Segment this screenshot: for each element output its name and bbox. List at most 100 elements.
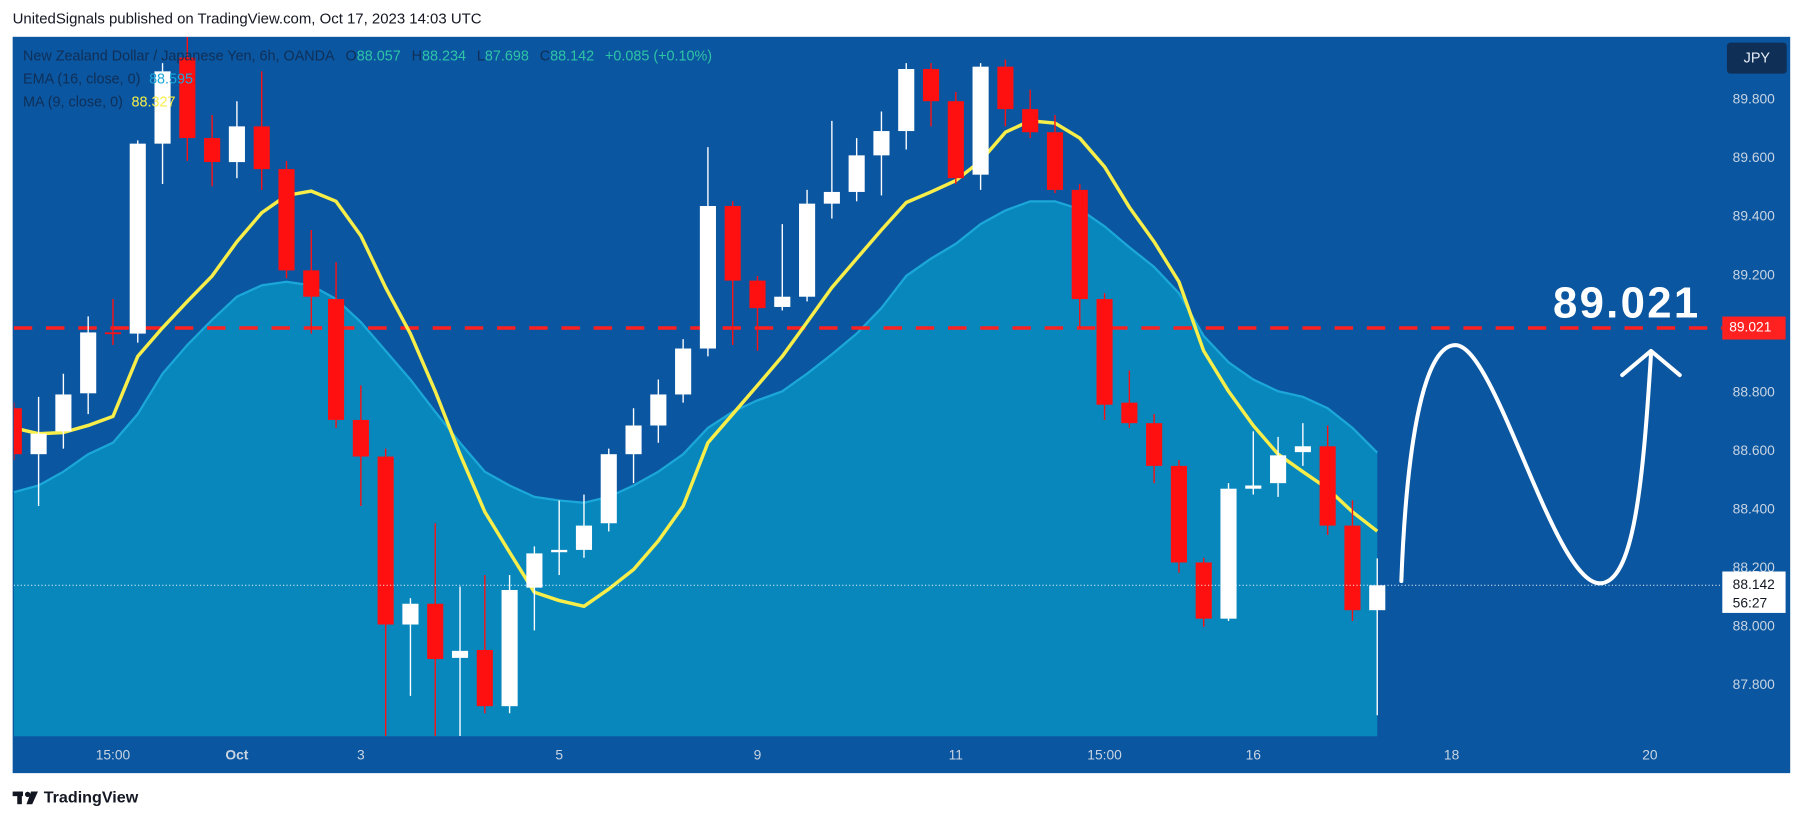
y-tick-label: 89.800 [1733,92,1776,107]
drawn-arrowhead [1620,348,1682,378]
candle-body [575,525,593,550]
candle-body [600,454,617,524]
ohlc-value: 88.057 [357,48,401,64]
ohlc-letter: O [346,48,357,64]
candle-body [1270,455,1287,484]
x-tick-label: 9 [754,748,762,763]
candle-body [377,456,394,625]
candle-body [551,549,568,553]
brand-logo: TradingView [12,789,139,807]
candle-body [1245,485,1262,489]
candle-body [501,589,518,707]
legend-value: 88.327 [131,94,175,110]
candle-body [476,649,493,707]
candle-body [1146,423,1163,466]
candle-body [848,155,865,192]
candle-body [1121,402,1138,424]
ohlc-value: 88.234 [422,48,466,64]
candle-body [898,69,915,132]
drawn-curve [1399,343,1653,586]
ohlc-letter: C [540,48,550,64]
x-tick-label: 16 [1246,748,1262,763]
plot-area [13,36,1723,737]
x-tick-label: 20 [1642,748,1658,763]
axes: 87.800 88.000 88.200 88.400 88.600 88.800 89.2… [96,92,1786,763]
brand-name: TradingView [44,789,139,807]
change: +0.085 (+0.10%) [605,48,712,64]
legend: New Zealand Dollar / Japanese Yen, 6h, O… [23,48,712,110]
candle-body [873,131,890,156]
candle-body [675,348,692,395]
y-tick-label: 89.200 [1733,267,1776,282]
x-tick-label: Oct [225,748,248,763]
price-box [1722,571,1786,613]
x-tick-label: 5 [555,748,563,763]
candle-body [1369,585,1386,611]
level-annotation: 89.021 [1553,279,1700,328]
y-tick-label: 88.000 [1733,619,1776,634]
ema-line [13,200,1379,504]
price-box-label: 88.142 [1733,577,1775,592]
y-tick-label: 87.800 [1733,677,1776,692]
candle-body [1344,525,1361,611]
logo-dot [24,791,31,798]
candle-body [154,71,171,144]
symbol-legend: New Zealand Dollar / Japanese Yen, 6h, O… [23,48,712,64]
candle-body [55,394,72,432]
candle-body [1220,488,1237,619]
y-tick-label: 88.600 [1733,443,1776,458]
candle-body [650,394,667,426]
candle-body [799,203,816,297]
x-tick-label: 18 [1444,748,1460,763]
candle-body [129,143,146,334]
ma-legend: MA (9, close, 0) 88.327 [23,94,175,110]
candle-body [997,66,1014,110]
candle-body [1294,446,1311,453]
ohlc-letter: H [412,48,422,64]
candle-body [1022,109,1039,133]
candle-body [204,138,221,163]
candle-body [427,603,444,660]
level-price-box [1722,316,1786,340]
candle-body [625,425,642,455]
candle-body [947,101,964,179]
y-tick-label: 89.600 [1733,150,1776,165]
ohlc-value: 87.698 [485,48,529,64]
countdown-label: 56:27 [1733,595,1768,610]
candle-body [13,408,22,455]
ohlc-value: 88.142 [550,48,594,64]
y-tick-label: 88.400 [1733,501,1776,516]
currency-button[interactable] [1726,42,1787,74]
candle-body [724,205,741,281]
level-price-label: 89.021 [1729,320,1771,335]
candle-body [774,296,791,307]
candle-body [104,332,122,335]
candle-body [526,553,543,588]
ma-line [13,119,1379,609]
published-note: UnitedSignals published on TradingView.c… [13,11,482,28]
candle-body [1046,132,1064,190]
candle-body [1170,465,1187,563]
candle-body [30,433,47,455]
y-tick-label: 88.200 [1733,560,1776,575]
candle-body [253,126,270,170]
candle-body [303,270,320,297]
candle-body [1319,446,1336,526]
currency-label[interactable]: JPY [1744,50,1771,66]
ema-legend: EMA (16, close, 0) 88.595 [23,71,193,87]
candle-body [228,126,245,163]
candle-body [1071,189,1088,300]
ohlc-letter: L [477,48,485,64]
candle-body [699,205,716,349]
candle-body [1096,299,1113,405]
x-tick-label: 15:00 [1087,748,1122,763]
candle-body [451,650,469,658]
legend-value: 88.595 [149,71,193,87]
logo-slash [26,791,38,805]
candle-body [179,57,196,139]
candle-body [278,169,295,271]
candle-body [1195,562,1212,619]
candle-body [922,69,940,102]
